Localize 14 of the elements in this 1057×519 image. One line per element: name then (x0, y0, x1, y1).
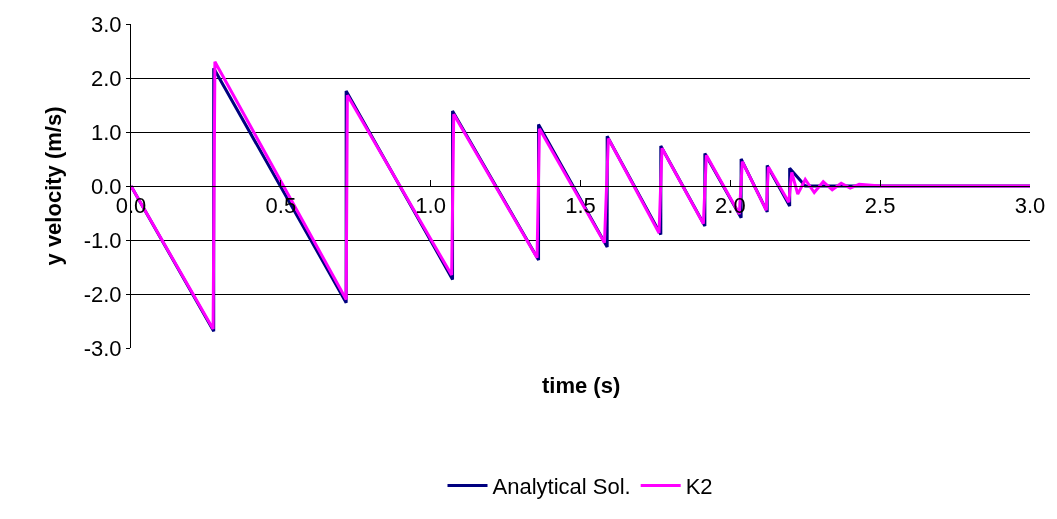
x-tick-label: 3.0 (1014, 193, 1046, 219)
legend-label: Analytical Sol. (492, 474, 631, 500)
y-tick-label: -3.0 (83, 335, 122, 361)
y-tick-label: 0.0 (91, 173, 122, 199)
y-tick-label: -1.0 (83, 227, 122, 253)
y-tick-label: 3.0 (91, 11, 122, 37)
y-tick-label: -2.0 (83, 281, 122, 307)
y-tick-label: 1.0 (91, 119, 122, 145)
legend-label: K2 (685, 474, 713, 500)
y-tick-label: 2.0 (91, 65, 122, 91)
x-tick-label: 2.5 (864, 193, 896, 219)
x-tick-label: 1.0 (415, 193, 446, 219)
x-axis-title: time (s) (542, 373, 621, 398)
y-axis-title: y velocity (m/s) (41, 106, 67, 266)
